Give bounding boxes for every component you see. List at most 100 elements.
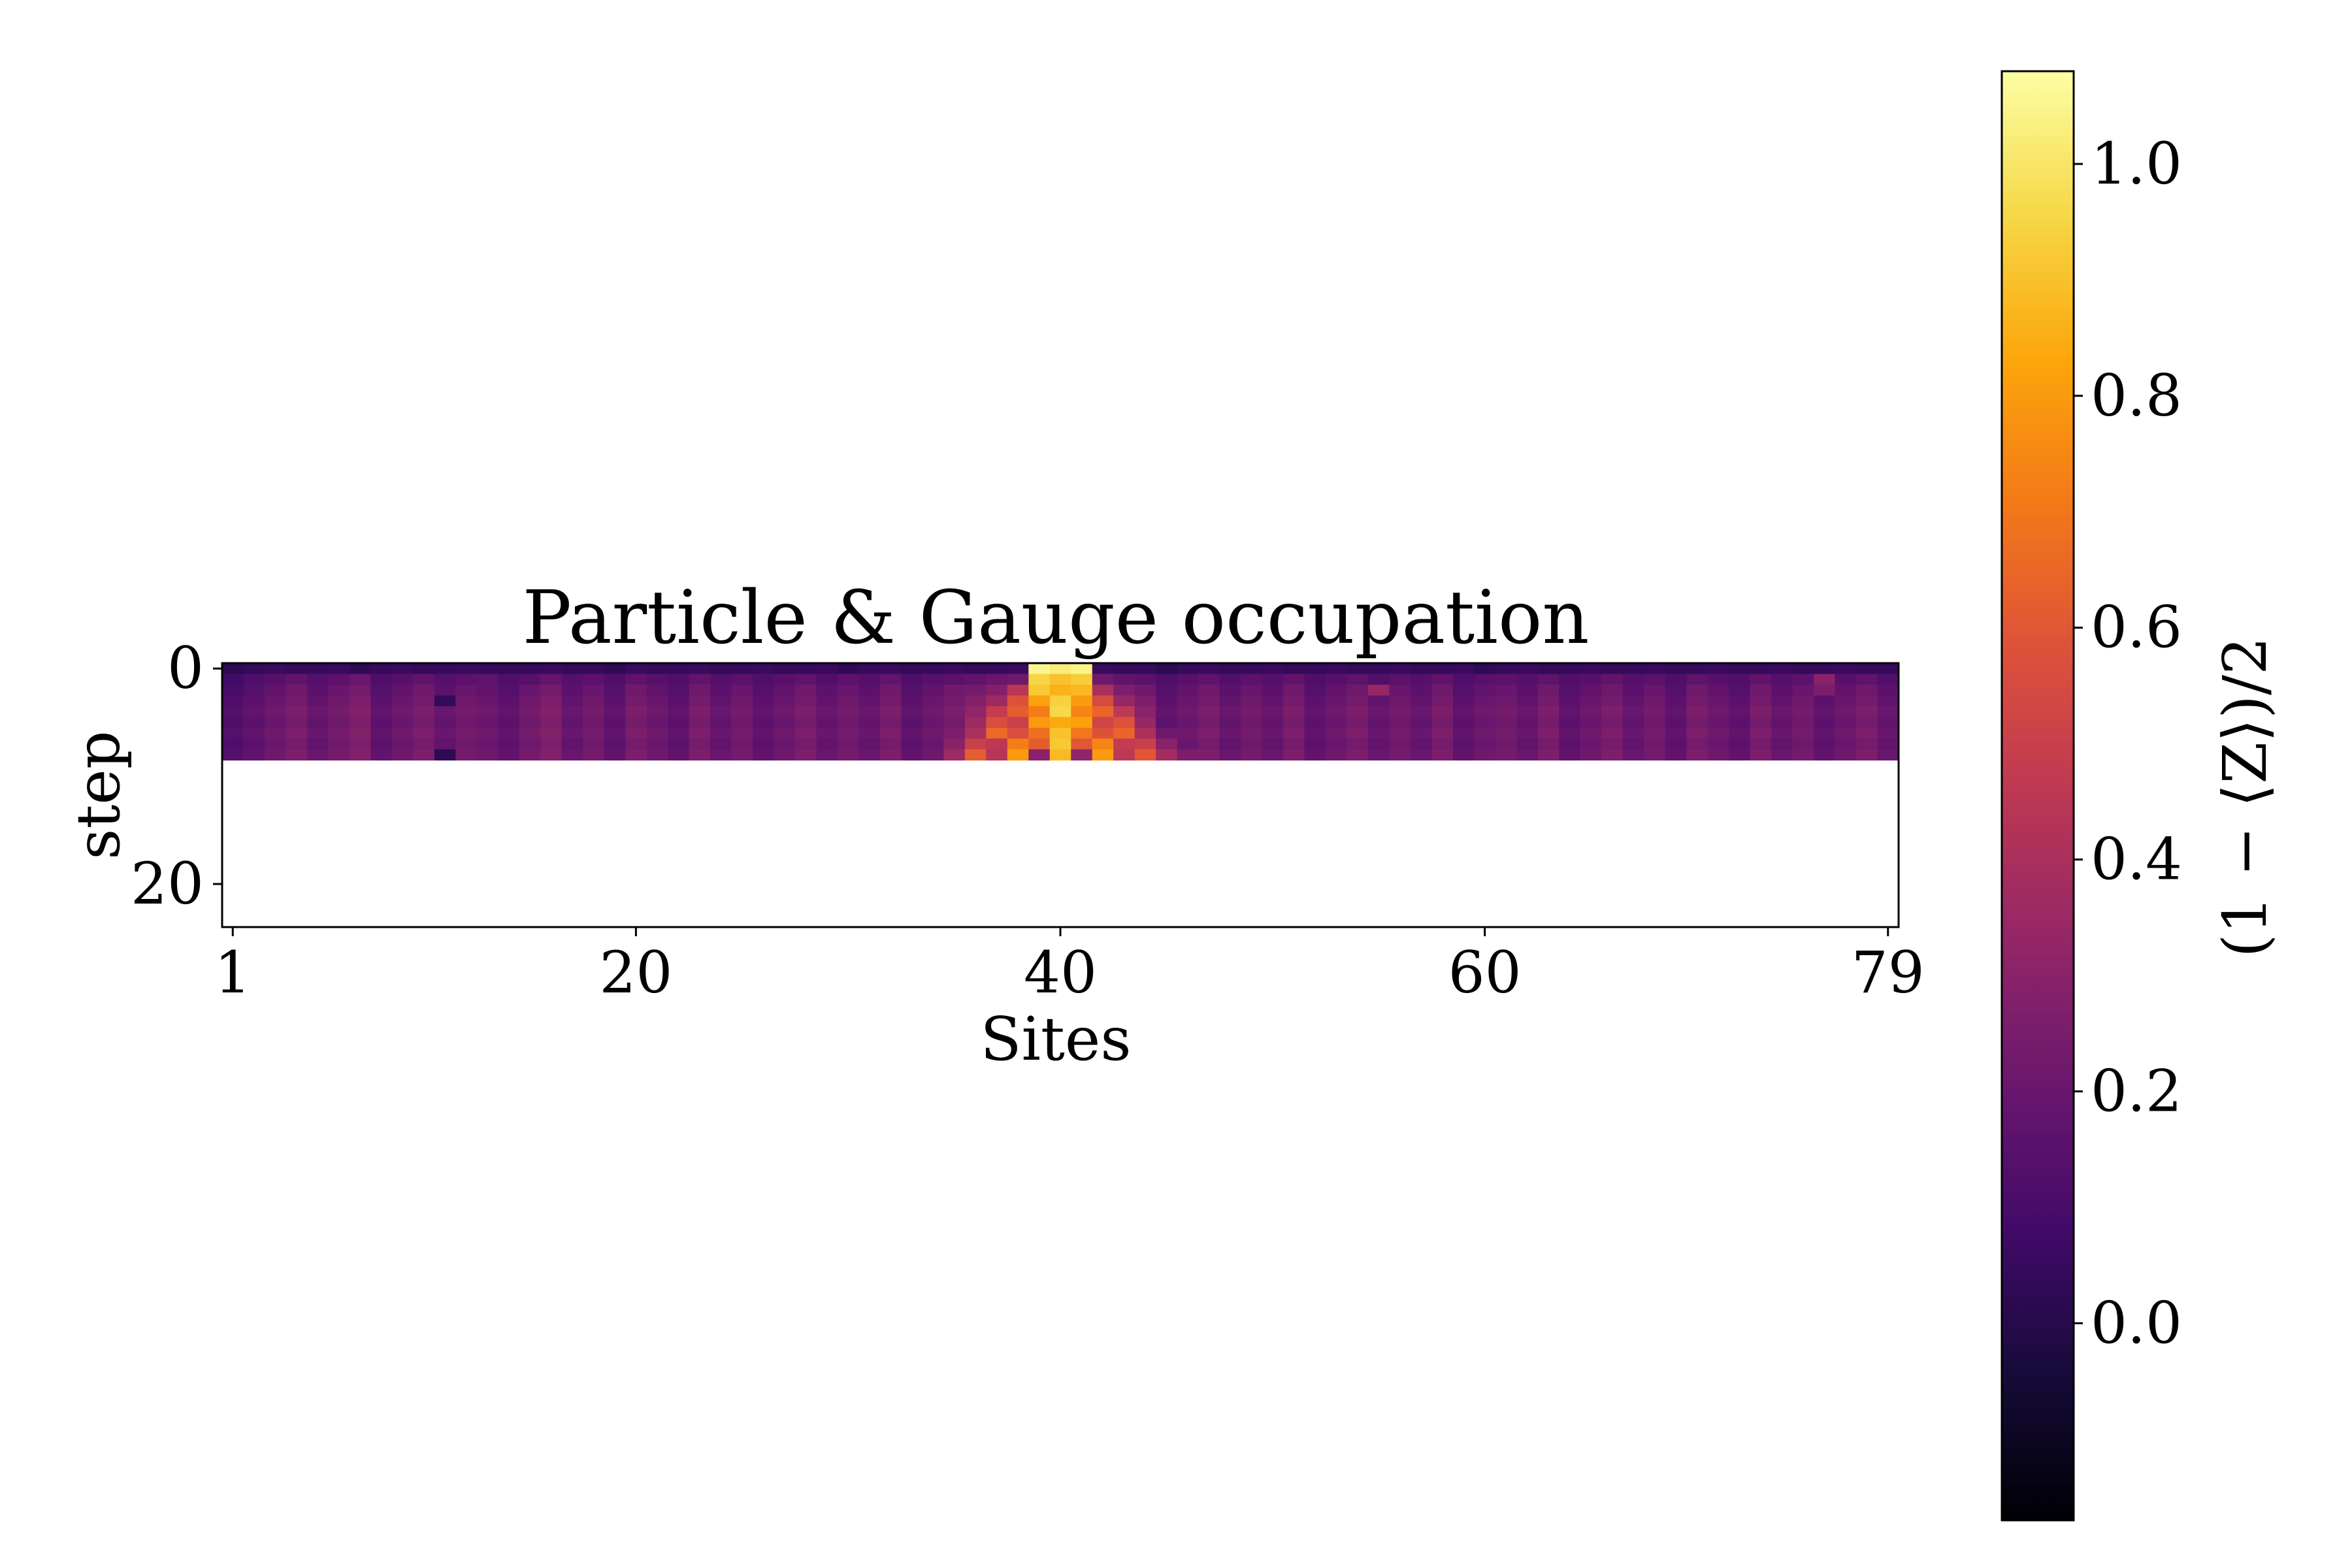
heatmap-cell	[922, 663, 944, 675]
heatmap-cell	[646, 695, 668, 707]
heatmap-cell	[1856, 674, 1878, 685]
heatmap-cell	[498, 738, 520, 750]
heatmap-cell	[1771, 663, 1793, 675]
heatmap-cell	[540, 684, 563, 696]
heatmap-cell	[286, 749, 308, 761]
heatmap-cell	[1367, 674, 1390, 685]
heatmap-cell	[583, 749, 605, 761]
heatmap-cell	[668, 717, 690, 728]
heatmap-cell	[1559, 749, 1581, 761]
heatmap-cell	[1241, 749, 1263, 761]
heatmap-cell	[1347, 749, 1369, 761]
heatmap-cell	[498, 663, 520, 675]
heatmap-cell	[901, 674, 923, 685]
heatmap-cell	[943, 749, 966, 761]
heatmap-cell	[922, 706, 944, 718]
heatmap-cell	[1389, 738, 1411, 750]
heatmap-cell	[668, 663, 690, 675]
heatmap-cell	[1262, 674, 1284, 685]
y-tick-label: 20	[131, 850, 204, 917]
heatmap-cell	[794, 663, 817, 675]
heatmap-cell	[837, 749, 860, 761]
heatmap-cell	[1389, 727, 1411, 740]
heatmap-cell	[1580, 695, 1602, 707]
heatmap-cell	[1771, 717, 1793, 728]
heatmap-cell	[901, 717, 923, 728]
heatmap-cell	[1516, 706, 1539, 718]
heatmap-cell	[476, 695, 498, 707]
heatmap-cell	[1707, 663, 1729, 675]
heatmap-cell	[1283, 706, 1305, 718]
heatmap-cell	[1750, 706, 1772, 718]
heatmap-cell	[264, 695, 287, 707]
heatmap-cell	[455, 706, 478, 718]
heatmap-cell	[1071, 674, 1093, 685]
heatmap-cell	[561, 738, 583, 750]
heatmap-cell	[1686, 727, 1708, 740]
heatmap-cell	[1452, 663, 1475, 675]
heatmap-cell	[689, 663, 711, 675]
heatmap-cell	[519, 717, 541, 728]
colorbar-label: (1 − ⟨Z⟩)/2	[2210, 636, 2280, 957]
heatmap-cell	[1516, 684, 1539, 696]
heatmap-cell	[1347, 717, 1369, 728]
heatmap-cell	[986, 749, 1008, 761]
y-axis-label: step	[63, 730, 133, 860]
heatmap-cells	[222, 663, 1899, 761]
heatmap-cell	[879, 717, 902, 728]
heatmap-cell	[901, 684, 923, 696]
heatmap-cell	[1092, 695, 1114, 707]
heatmap-cell	[1516, 727, 1539, 740]
heatmap-cell	[1665, 727, 1687, 740]
heatmap-cell	[964, 695, 987, 707]
heatmap-cell	[1495, 717, 1517, 728]
heatmap-cell	[1877, 727, 1899, 740]
heatmap-cell	[1644, 695, 1666, 707]
heatmap-cell	[370, 684, 393, 696]
heatmap-cell	[1537, 706, 1560, 718]
heatmap-cell	[1367, 717, 1390, 728]
heatmap-cell	[1304, 749, 1326, 761]
heatmap-cell	[1198, 738, 1220, 750]
heatmap-cell	[370, 706, 393, 718]
heatmap-cell	[1262, 706, 1284, 718]
heatmap-cell	[837, 706, 860, 718]
heatmap-cell	[1474, 706, 1496, 718]
heatmap-cell	[1156, 727, 1178, 740]
heatmap-cell	[1134, 684, 1156, 696]
heatmap-cell	[1389, 674, 1411, 685]
heatmap-cell	[1007, 674, 1029, 685]
heatmap-cell	[1241, 727, 1263, 740]
heatmap-cell	[264, 706, 287, 718]
heatmap-cell	[879, 749, 902, 761]
colorbar-tick-label: 0.0	[2091, 1289, 2182, 1356]
heatmap-cell	[1241, 717, 1263, 728]
heatmap-cell	[1431, 717, 1454, 728]
heatmap-cell	[1028, 727, 1051, 740]
heatmap-cell	[1219, 674, 1241, 685]
heatmap-cell	[243, 674, 265, 685]
heatmap-cell	[349, 684, 371, 696]
heatmap-cell	[1537, 738, 1560, 750]
heatmap-cell	[943, 695, 966, 707]
heatmap-cell	[731, 706, 753, 718]
heatmap-cell	[1326, 749, 1348, 761]
heatmap-cell	[540, 727, 563, 740]
heatmap-cell	[943, 727, 966, 740]
heatmap-cell	[625, 749, 647, 761]
heatmap-cell	[625, 663, 647, 675]
heatmap-cell	[1262, 727, 1284, 740]
heatmap-cell	[1792, 727, 1814, 740]
heatmap-cell	[1814, 727, 1836, 740]
heatmap-cell	[943, 706, 966, 718]
heatmap-cell	[1495, 706, 1517, 718]
heatmap-cell	[1367, 738, 1390, 750]
colorbar-tick-label: 1.0	[2091, 130, 2182, 197]
heatmap-cell	[1389, 706, 1411, 718]
heatmap-cell	[1622, 695, 1644, 707]
heatmap-cell	[1071, 695, 1093, 707]
heatmap-cell	[561, 717, 583, 728]
heatmap-cell	[264, 684, 287, 696]
colorbar-ticks: 0.0 0.2 0.4 0.6 0.8 1.0	[2074, 130, 2182, 1356]
